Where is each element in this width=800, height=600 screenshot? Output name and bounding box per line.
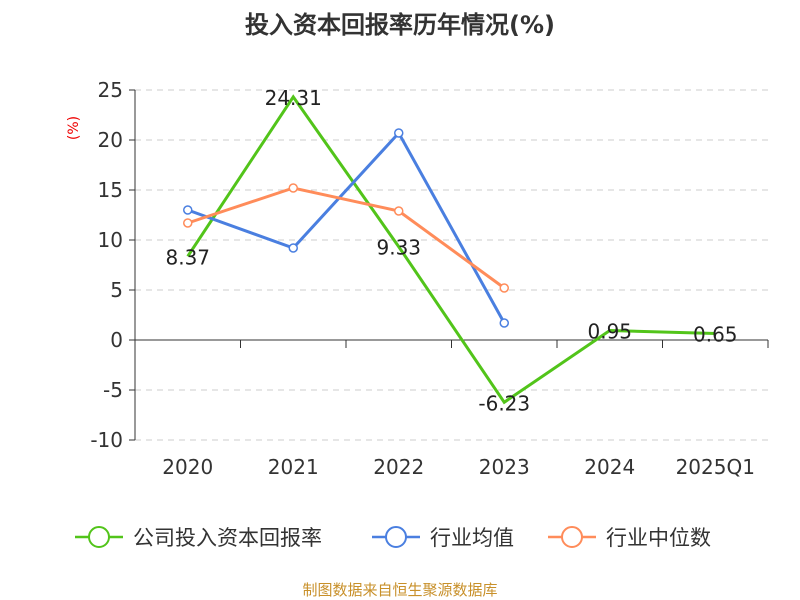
y-tick-label: 25 — [98, 78, 123, 102]
data-label: 9.33 — [376, 236, 421, 260]
x-tick-label: 2021 — [268, 455, 319, 479]
x-tick-label: 2024 — [584, 455, 635, 479]
x-tick-label: 2025Q1 — [676, 455, 755, 479]
y-tick-label: -5 — [103, 378, 123, 402]
y-tick-label: 0 — [110, 328, 123, 352]
data-label: 8.37 — [165, 245, 210, 269]
series-line-0 — [186, 94, 716, 405]
legend-marker-icon — [561, 526, 583, 548]
y-axis-label: (%) — [66, 116, 82, 140]
y-tick-label: 10 — [98, 228, 123, 252]
x-tick-label: 2022 — [373, 455, 424, 479]
data-point — [394, 128, 404, 138]
y-tick-label: 15 — [98, 178, 123, 202]
legend-label: 行业均值 — [430, 526, 514, 550]
legend-label: 公司投入资本回报率 — [133, 526, 322, 550]
data-point — [499, 283, 509, 293]
data-point — [394, 206, 404, 216]
y-tick-label: 5 — [110, 278, 123, 302]
chart-title: 投入资本回报率历年情况(%) — [245, 11, 555, 39]
data-point — [183, 218, 193, 228]
x-tick-label: 2023 — [479, 455, 530, 479]
source-note: 制图数据来自恒生聚源数据库 — [302, 581, 497, 599]
y-tick-label: 20 — [98, 128, 123, 152]
data-label: 0.95 — [587, 320, 632, 344]
data-label: -6.23 — [478, 391, 530, 415]
y-tick-label: -10 — [90, 428, 123, 452]
data-point — [288, 183, 298, 193]
data-point — [183, 205, 193, 215]
legend-marker-icon — [385, 526, 407, 548]
series-line-1 — [187, 130, 506, 324]
data-label: 24.31 — [265, 86, 322, 110]
legend-label: 行业中位数 — [606, 526, 711, 550]
data-point — [288, 243, 298, 253]
data-label: 0.65 — [693, 323, 738, 347]
series-line-2 — [187, 186, 506, 290]
x-tick-label: 2020 — [162, 455, 213, 479]
data-point — [499, 318, 509, 328]
legend-marker-icon — [88, 526, 110, 548]
